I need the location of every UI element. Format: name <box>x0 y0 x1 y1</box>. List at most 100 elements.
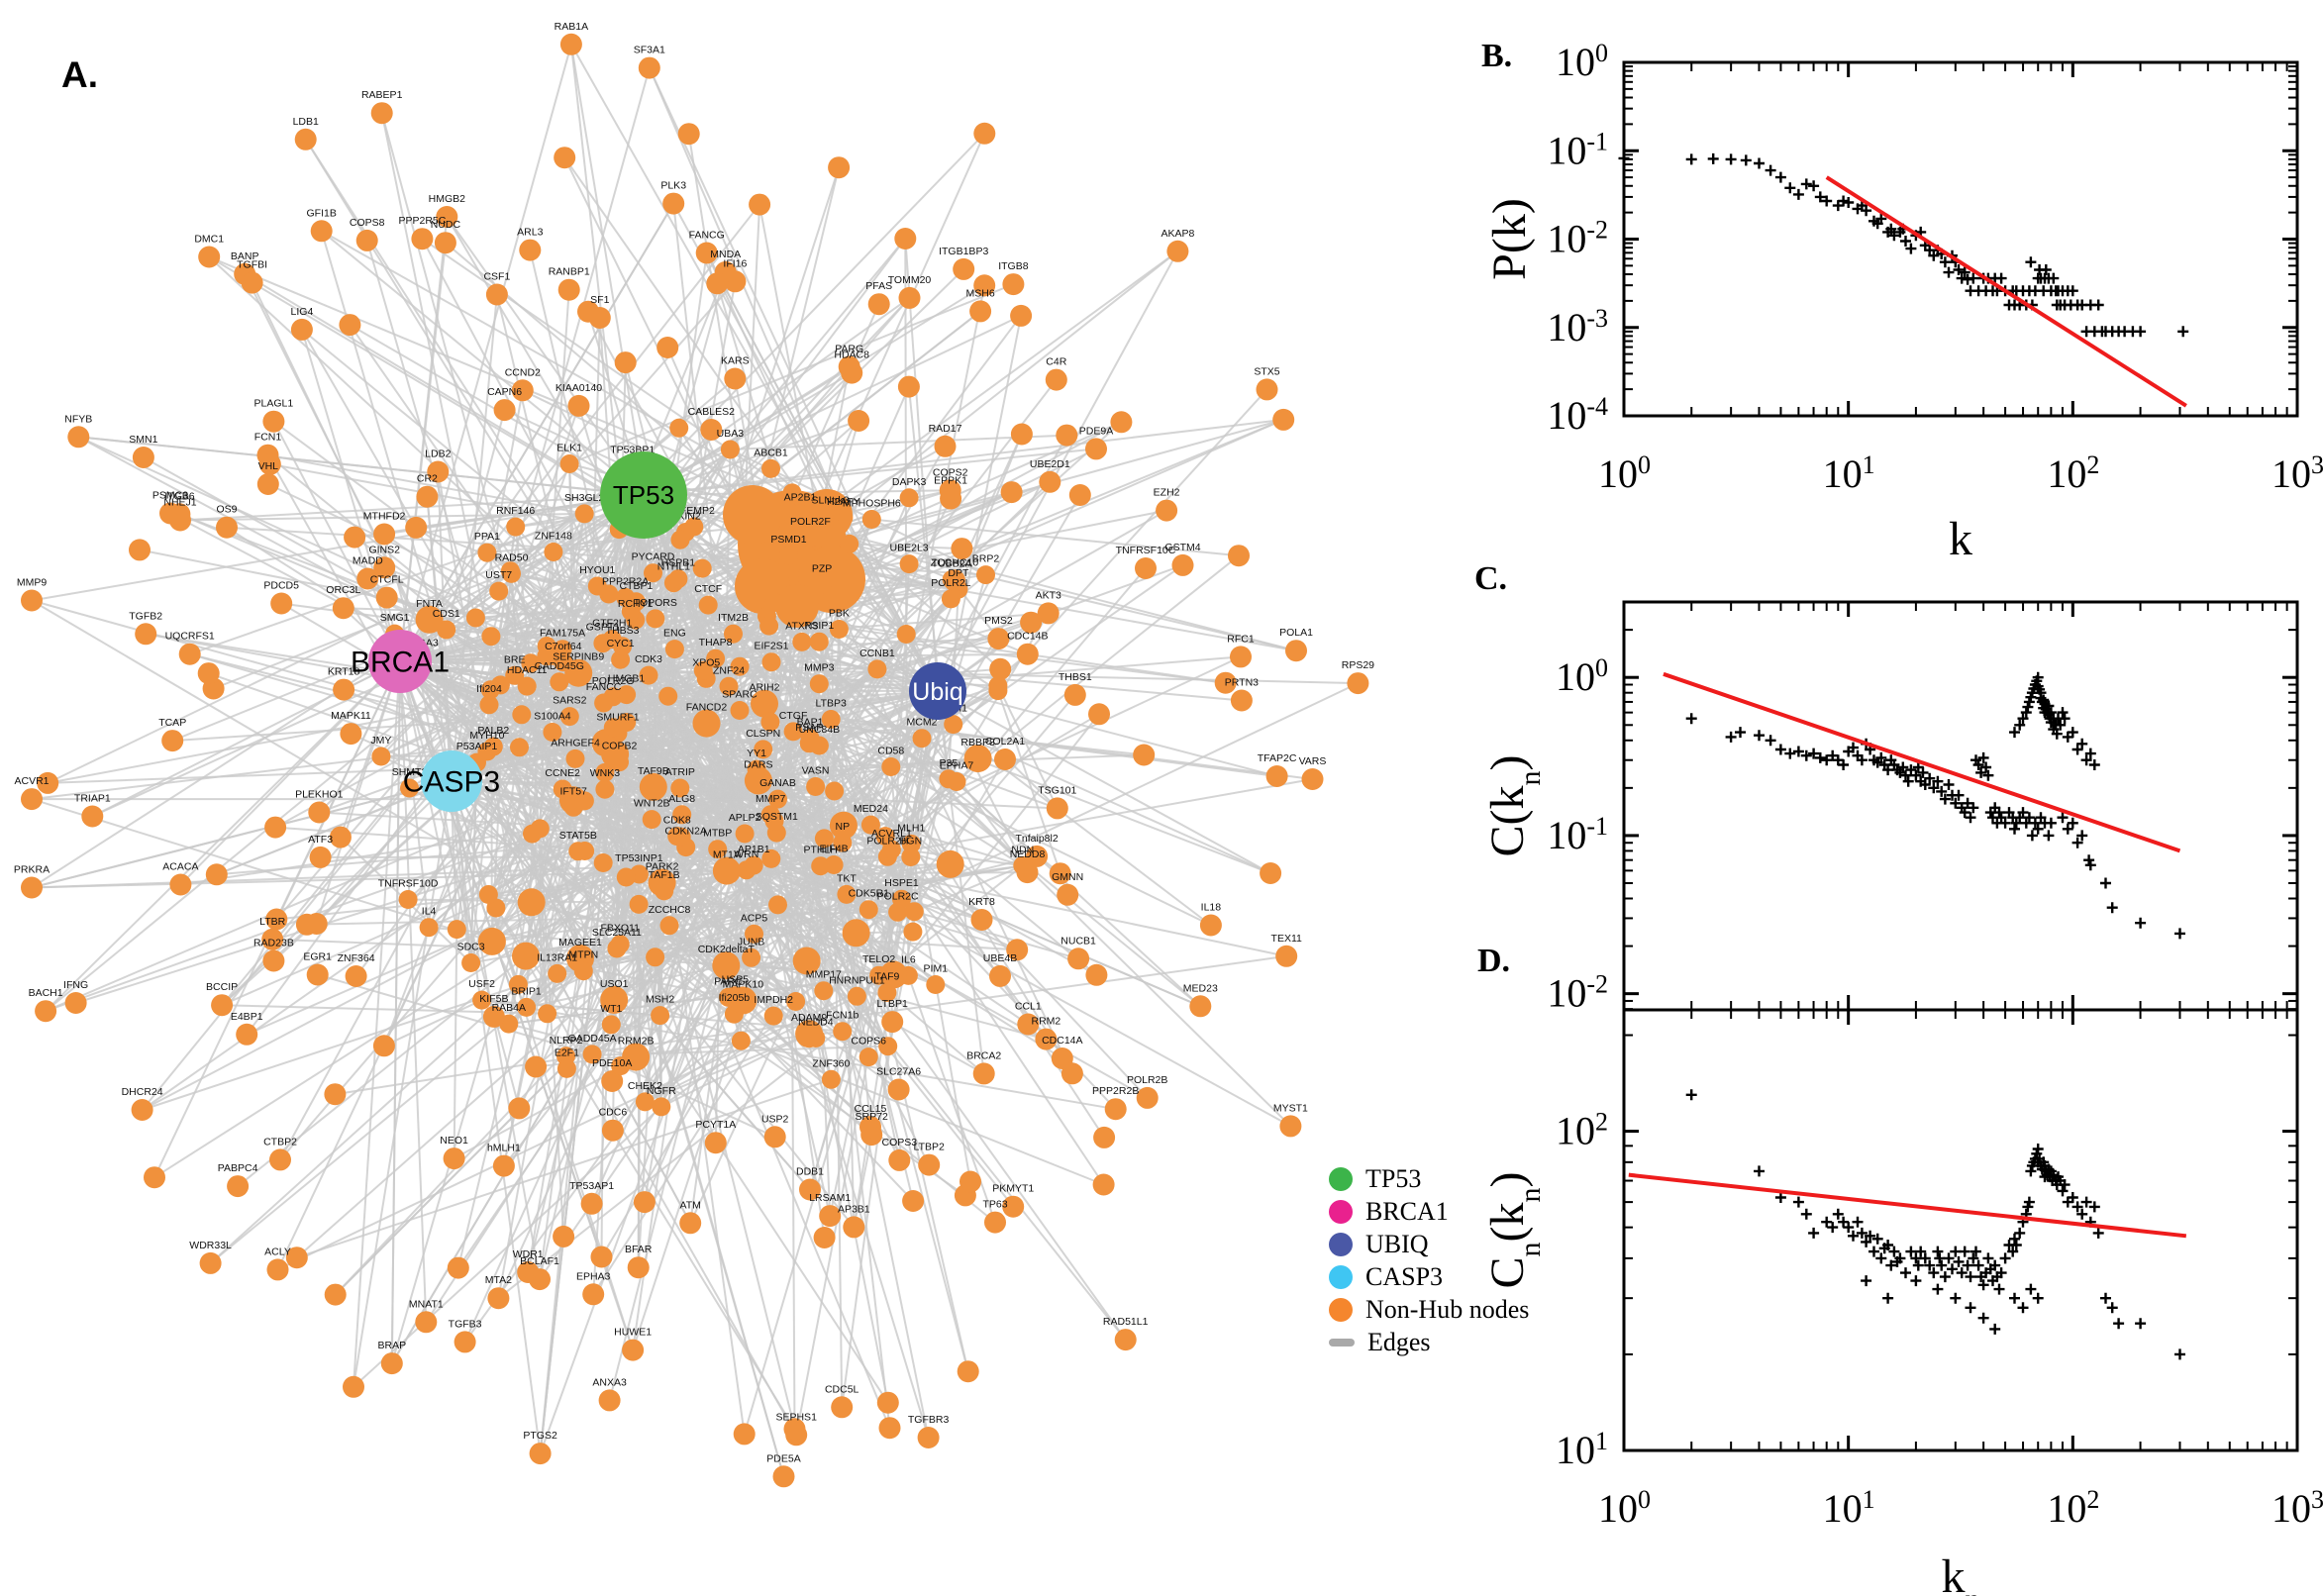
network-node <box>633 1191 656 1214</box>
data-point <box>2009 823 2020 835</box>
network-node-label: P35 <box>940 757 959 769</box>
network-node <box>556 1058 576 1078</box>
network-node <box>969 300 992 323</box>
data-point <box>2010 817 2022 829</box>
data-point <box>2067 285 2078 297</box>
network-node <box>656 337 679 358</box>
network-node-label: IL6 <box>901 953 916 965</box>
network-node <box>1063 683 1086 706</box>
network-edge <box>319 811 843 845</box>
network-node <box>264 816 287 839</box>
network-edge <box>996 690 1069 896</box>
network-node-label: CTCF <box>694 583 722 595</box>
network-node <box>712 856 741 885</box>
network-node <box>515 944 535 962</box>
data-point <box>2025 1165 2037 1177</box>
network-node <box>400 778 419 798</box>
network-node <box>415 1311 438 1334</box>
network-node <box>670 530 690 549</box>
network-node <box>1010 304 1033 327</box>
network-node <box>742 948 761 967</box>
network-node-label: ANXA3 <box>592 1376 627 1388</box>
hub-node-casp3 <box>421 750 482 812</box>
data-point <box>2084 859 2096 871</box>
network-node-label: ZNF360 <box>812 1057 850 1069</box>
network-node <box>642 810 661 830</box>
network-node-label: RAD17 <box>929 423 962 435</box>
network-node-label: Ifi204 <box>476 683 502 695</box>
network-edge <box>171 531 686 743</box>
data-point <box>1792 1196 1804 1208</box>
network-node <box>270 592 293 615</box>
network-node-label: Ifi205b <box>719 992 751 1004</box>
network-node <box>1060 1062 1083 1085</box>
network-node <box>838 355 860 378</box>
data-point <box>1905 764 1917 776</box>
network-node-label: FANCG <box>689 230 725 242</box>
network-node <box>373 556 396 579</box>
network-node <box>178 643 201 665</box>
network-node <box>373 523 396 546</box>
network-node <box>912 729 932 748</box>
network-edge <box>590 683 821 1205</box>
network-node-label: AKAP8 <box>1161 228 1194 240</box>
data-point <box>1900 236 1911 247</box>
data-point <box>1982 1252 1994 1264</box>
network-node-label: FCN1b <box>826 1010 858 1022</box>
network-node <box>262 410 285 433</box>
network-node <box>559 707 579 727</box>
network-node <box>646 948 665 967</box>
network-node <box>262 949 285 972</box>
network-node <box>859 1116 881 1139</box>
network-edge <box>539 789 606 1454</box>
network-edge <box>142 806 574 1111</box>
network-node-label: SMURF1 <box>596 712 639 724</box>
x-axis-label: kn <box>1942 1550 1980 1596</box>
network-node <box>493 399 516 422</box>
data-point <box>1910 1275 1922 1287</box>
data-point <box>2135 326 2147 338</box>
data-point <box>2048 272 2060 284</box>
network-node <box>837 884 857 904</box>
network-node-label: ALG8 <box>668 793 695 805</box>
network-node-label: PARC <box>714 975 743 987</box>
network-node <box>953 257 975 280</box>
data-point <box>1980 761 1992 773</box>
y-tick-label: 102 <box>1556 1107 1608 1153</box>
network-node <box>824 855 844 874</box>
network-edge <box>216 578 953 876</box>
network-edge <box>637 540 681 1268</box>
x-tick-label: 101 <box>1823 450 1875 497</box>
network-node-label: LTBP1 <box>877 998 908 1010</box>
network-node-label: POLR2B <box>1127 1074 1167 1086</box>
data-point <box>1754 1165 1765 1177</box>
data-point <box>1808 180 1820 192</box>
data-point <box>2022 701 2034 713</box>
network-node <box>744 855 763 875</box>
data-point <box>1939 1271 1951 1283</box>
network-node <box>814 829 834 848</box>
network-node-label: HSPB1 <box>661 557 696 569</box>
network-node-label: TSG101 <box>1038 784 1076 796</box>
network-node <box>35 1000 57 1023</box>
network-node <box>405 516 428 539</box>
data-point <box>1936 785 1948 797</box>
legend-item: Edges <box>1329 1328 1529 1356</box>
network-node <box>1046 797 1068 820</box>
network-node-label: CTCFL <box>370 574 404 586</box>
data-point <box>2084 748 2096 759</box>
network-node <box>744 766 772 795</box>
network-node-label: NP <box>836 821 851 833</box>
network-node <box>236 1023 258 1046</box>
network-node <box>629 894 649 914</box>
network-node <box>719 676 739 696</box>
network-node-label: EPHA7 <box>940 760 974 772</box>
network-edge <box>75 723 955 1004</box>
network-node-label: EGR1 <box>303 951 332 963</box>
network-node-label: THBS1 <box>1059 671 1092 683</box>
network-node <box>529 1443 552 1465</box>
x-tick-label: 103 <box>2272 1485 2323 1532</box>
network-node-label: SDC3 <box>457 942 485 953</box>
network-edge <box>380 133 986 757</box>
network-edge <box>871 518 1240 557</box>
